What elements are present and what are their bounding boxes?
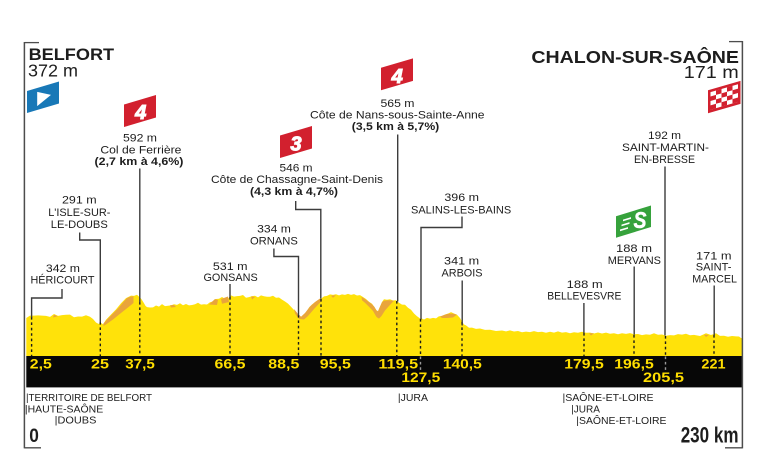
svg-text:192 m: 192 m (648, 130, 681, 142)
svg-text:396 m: 396 m (444, 192, 479, 204)
svg-text:291 m: 291 m (62, 194, 97, 206)
svg-text:MARCEL: MARCEL (692, 273, 737, 285)
svg-text:ORNANS: ORNANS (250, 235, 298, 247)
svg-text:565 m: 565 m (381, 98, 415, 110)
svg-text:Côte de Chassagne-Saint-Denis: Côte de Chassagne-Saint-Denis (211, 174, 383, 186)
svg-text:|JURA: |JURA (571, 405, 600, 416)
svg-text:LE-DOUBS: LE-DOUBS (51, 219, 108, 231)
svg-text:SALINS-LES-BAINS: SALINS-LES-BAINS (411, 205, 512, 217)
svg-text:4: 4 (391, 66, 403, 88)
svg-text:4: 4 (134, 102, 146, 124)
svg-text:BELLEVESVRE: BELLEVESVRE (547, 291, 622, 303)
svg-text:SAINT-MARTIN-: SAINT-MARTIN- (622, 142, 709, 154)
svg-text:CHALON-SUR-SAÔNE: CHALON-SUR-SAÔNE (531, 47, 739, 67)
svg-text:SAINT-: SAINT- (696, 262, 732, 274)
svg-text:(4,3 km à 4,7%): (4,3 km à 4,7%) (250, 186, 338, 198)
svg-text:|DOUBS: |DOUBS (55, 415, 97, 426)
svg-text:531 m: 531 m (213, 261, 248, 273)
svg-text:HÉRICOURT: HÉRICOURT (31, 273, 95, 286)
svg-text:171 m: 171 m (696, 251, 732, 263)
svg-text:(3,5 km à 5,7%): (3,5 km à 5,7%) (352, 121, 440, 133)
svg-text:BELFORT: BELFORT (29, 45, 115, 64)
svg-text:88,5: 88,5 (268, 356, 300, 371)
svg-text:EN-BRESSE: EN-BRESSE (634, 154, 695, 166)
svg-text:|SAÔNE-ET-LOIRE: |SAÔNE-ET-LOIRE (576, 414, 666, 427)
svg-text:140,5: 140,5 (443, 356, 483, 371)
svg-text:|JURA: |JURA (398, 393, 428, 404)
svg-text:S: S (634, 207, 647, 233)
svg-text:95,5: 95,5 (320, 356, 352, 371)
svg-text:341 m: 341 m (444, 255, 479, 267)
svg-text:0: 0 (29, 426, 39, 447)
svg-text:221: 221 (701, 356, 726, 371)
svg-text:GONSANS: GONSANS (204, 272, 259, 284)
svg-text:127,5: 127,5 (401, 370, 441, 385)
svg-text:372 m: 372 m (28, 61, 78, 81)
svg-text:37,5: 37,5 (125, 356, 155, 371)
svg-text:MERVANS: MERVANS (608, 255, 662, 267)
svg-text:119,5: 119,5 (378, 356, 418, 371)
svg-text:Col de Ferrière: Col de Ferrière (100, 144, 181, 156)
svg-text:(2,7 km à 4,6%): (2,7 km à 4,6%) (95, 156, 184, 168)
svg-text:592 m: 592 m (123, 133, 157, 145)
svg-text:179,5: 179,5 (564, 356, 604, 371)
svg-text:188 m: 188 m (616, 243, 652, 255)
svg-text:342 m: 342 m (46, 263, 80, 275)
svg-text:3: 3 (290, 134, 301, 156)
svg-text:|SAÔNE-ET-LOIRE: |SAÔNE-ET-LOIRE (563, 391, 654, 404)
svg-text:205,5: 205,5 (643, 370, 685, 385)
svg-text:196,5: 196,5 (614, 356, 654, 371)
svg-text:171 m: 171 m (684, 62, 739, 82)
svg-text:|HAUTE-SAÔNE: |HAUTE-SAÔNE (25, 403, 104, 416)
svg-text:546 m: 546 m (280, 163, 313, 175)
svg-text:188 m: 188 m (567, 279, 603, 291)
svg-text:ARBOIS: ARBOIS (442, 268, 483, 280)
svg-text:25: 25 (91, 356, 110, 371)
svg-text:2,5: 2,5 (30, 356, 53, 371)
svg-text:L'ISLE-SUR-: L'ISLE-SUR- (48, 207, 110, 219)
svg-text:334 m: 334 m (257, 223, 291, 235)
svg-text:Côte de Nans-sous-Sainte-Anne: Côte de Nans-sous-Sainte-Anne (310, 109, 485, 121)
svg-text:|TERRITOIRE DE BELFORT: |TERRITOIRE DE BELFORT (26, 393, 152, 404)
svg-text:66,5: 66,5 (215, 356, 247, 371)
svg-text:230 km: 230 km (681, 422, 739, 447)
